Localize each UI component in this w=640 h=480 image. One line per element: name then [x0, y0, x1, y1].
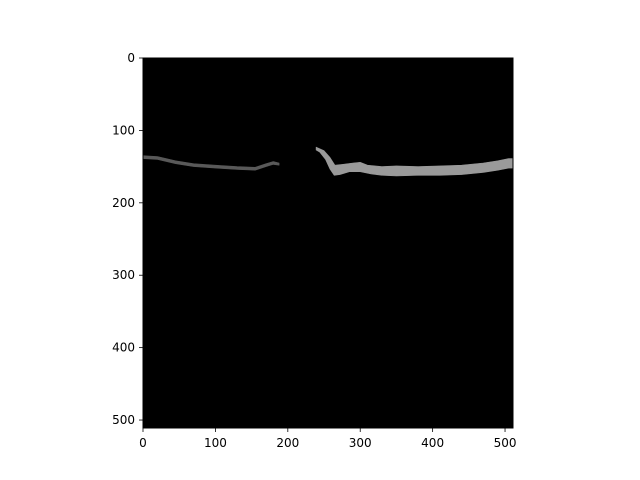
- plot-area: [143, 58, 513, 428]
- x-tick-label: 300: [349, 436, 372, 450]
- y-tick-label: 200: [112, 196, 135, 210]
- x-tick-label: 400: [421, 436, 444, 450]
- x-tick-label: 0: [139, 436, 147, 450]
- y-tick-label: 0: [127, 51, 135, 65]
- image-background: [143, 58, 513, 428]
- y-tick-label: 400: [112, 341, 135, 355]
- x-tick-label: 200: [276, 436, 299, 450]
- y-tick-label: 300: [112, 268, 135, 282]
- x-tick-label: 100: [204, 436, 227, 450]
- x-tick-label: 500: [494, 436, 517, 450]
- y-tick-label: 500: [112, 413, 135, 427]
- y-tick-label: 100: [112, 123, 135, 137]
